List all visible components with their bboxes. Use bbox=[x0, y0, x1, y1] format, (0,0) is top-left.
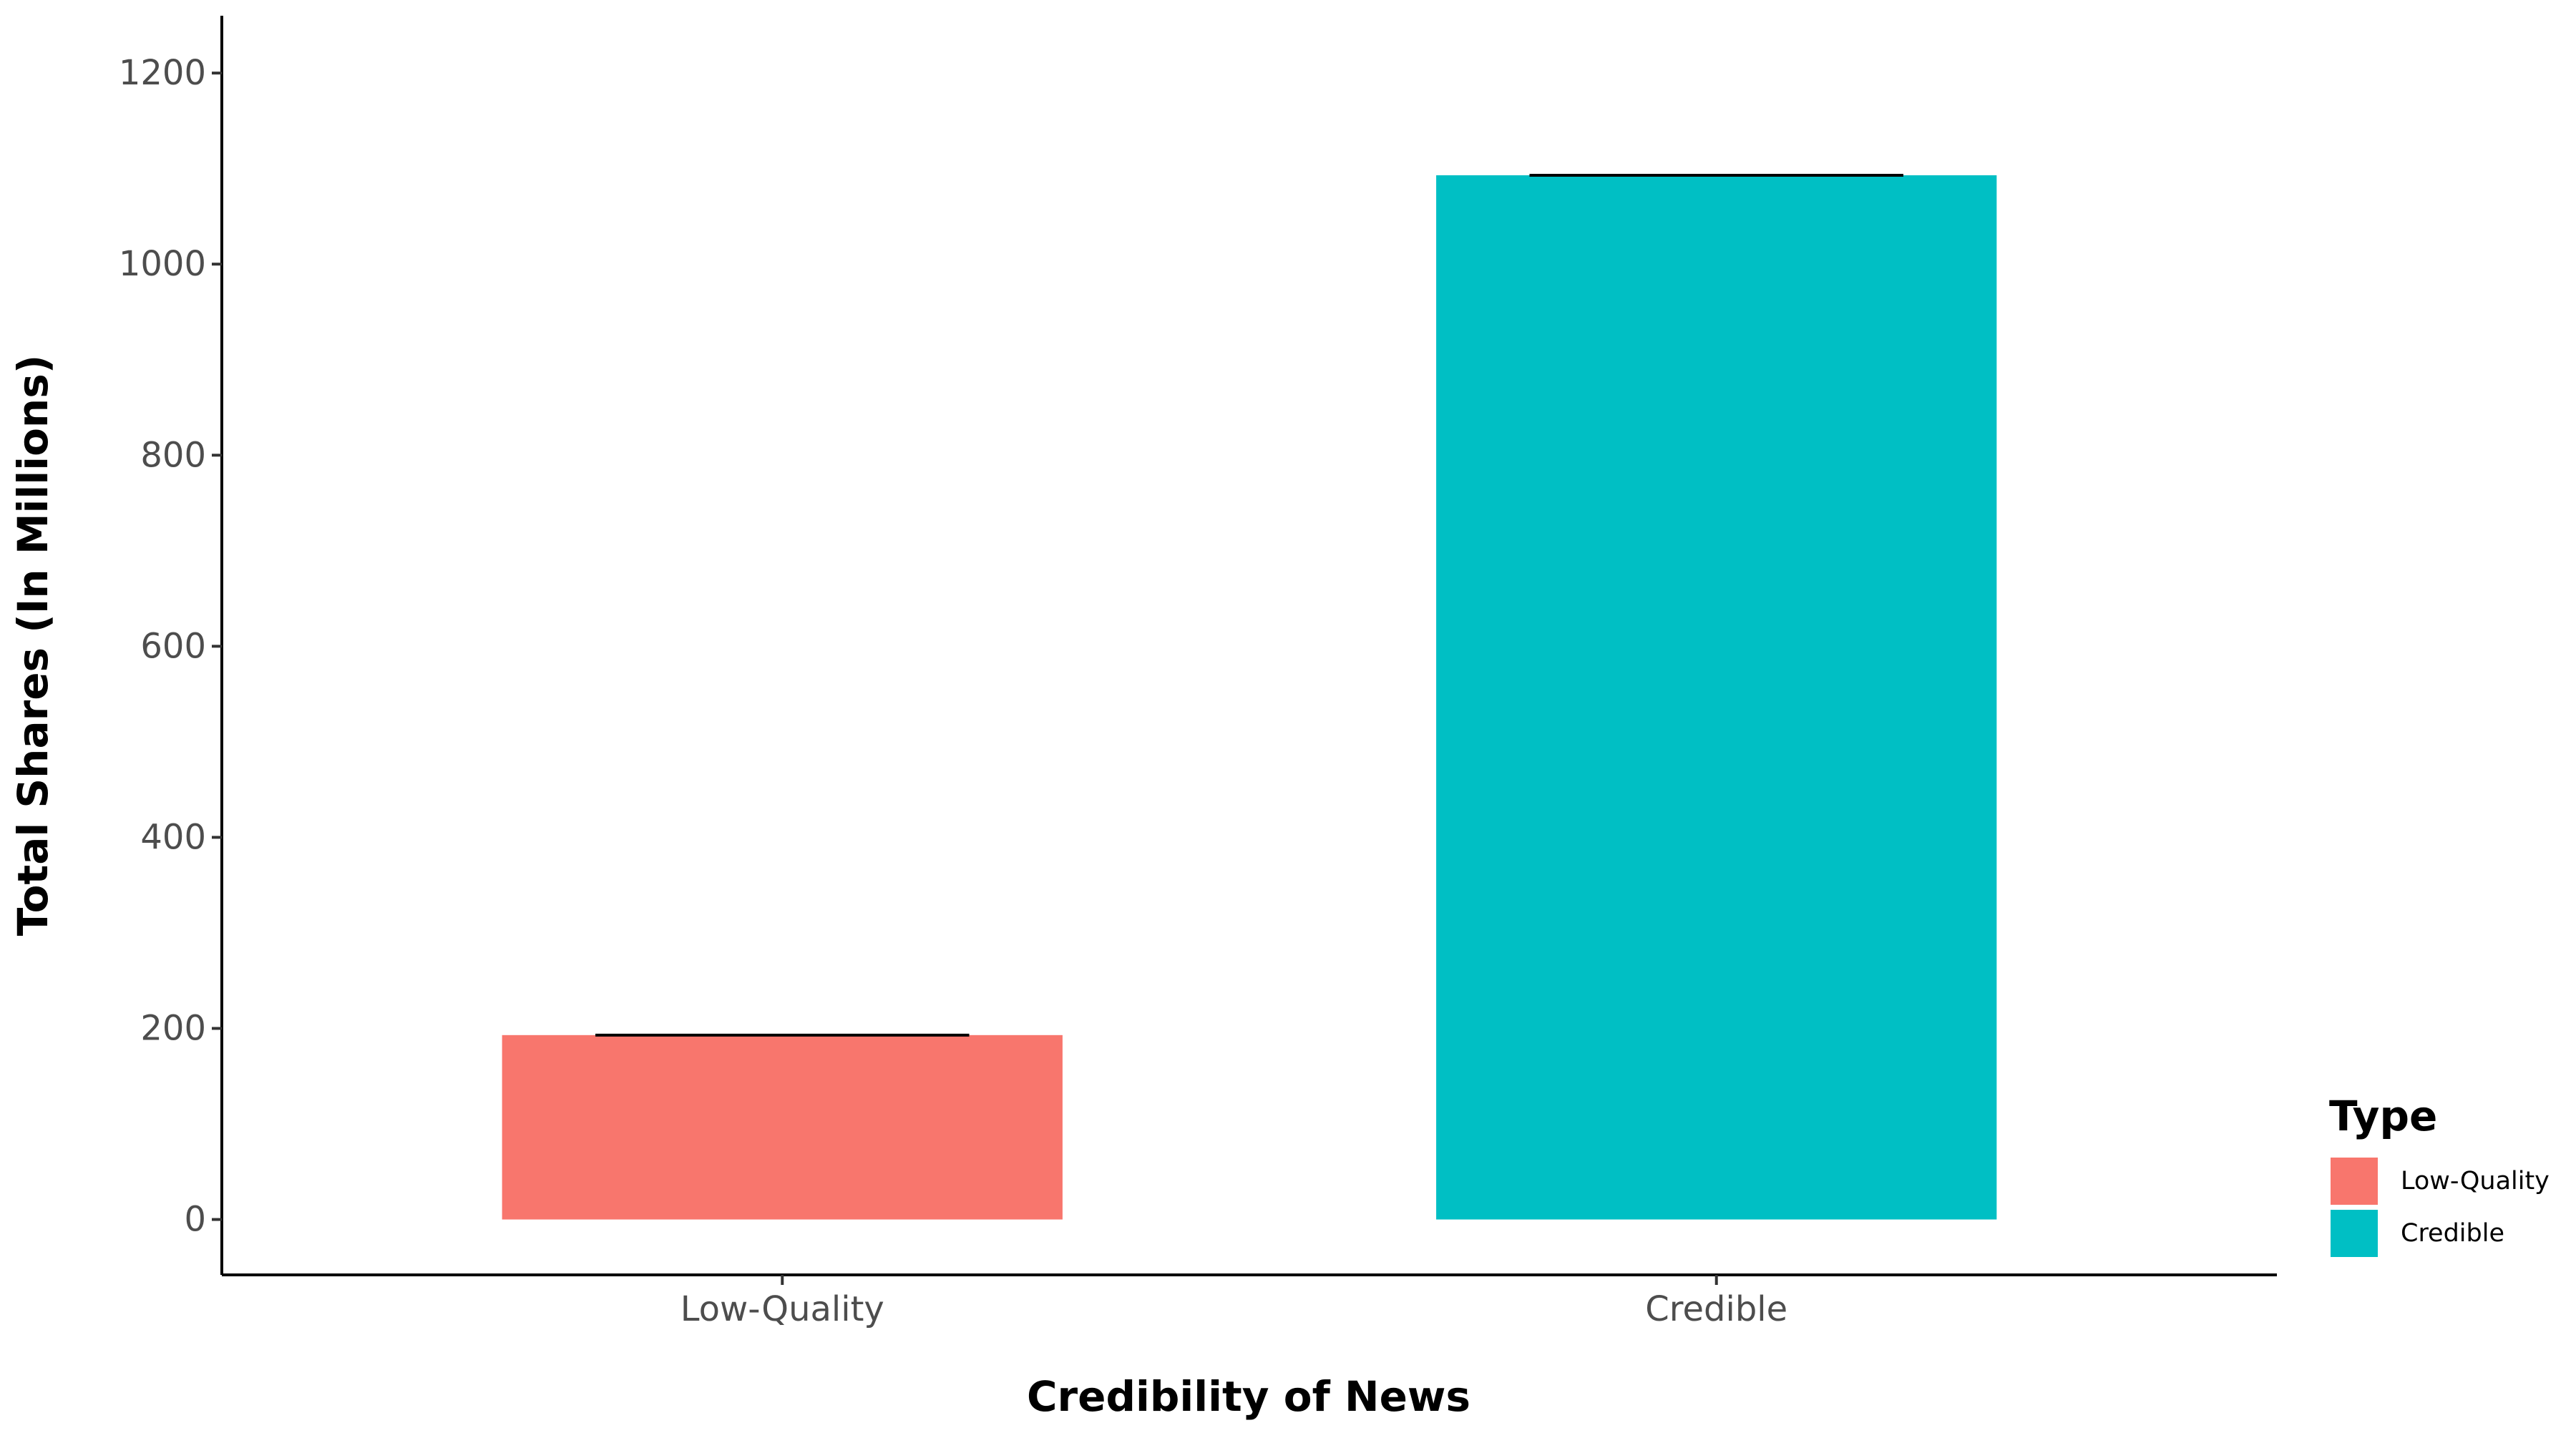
legend-entries: Low-Quality Credible bbox=[2331, 1158, 2550, 1257]
bars-layer bbox=[502, 175, 1997, 1220]
y-tick-label: 200 bbox=[140, 1008, 206, 1048]
legend-key bbox=[2331, 1210, 2378, 1257]
x-tick-label: Credible bbox=[1645, 1289, 1787, 1329]
bar-low-quality bbox=[502, 1035, 1063, 1220]
legend-label: Low-Quality bbox=[2401, 1167, 2550, 1195]
legend-title: Type bbox=[2329, 1092, 2437, 1140]
y-tick-label: 1200 bbox=[119, 53, 206, 93]
error-bars-layer bbox=[595, 174, 1903, 1037]
legend-key bbox=[2331, 1158, 2378, 1205]
y-ticks: 0 200 400 600 800 1000 1200 bbox=[119, 53, 222, 1240]
legend-label: Credible bbox=[2401, 1219, 2504, 1248]
y-axis-title: Total Shares (In Millions) bbox=[9, 355, 57, 936]
bar-credible bbox=[1436, 175, 1997, 1220]
y-tick-label: 400 bbox=[140, 817, 206, 857]
y-tick-label: 1000 bbox=[119, 244, 206, 284]
legend: Type Low-Quality Credible bbox=[2329, 1092, 2550, 1257]
y-tick-label: 0 bbox=[184, 1200, 206, 1240]
x-axis-title: Credibility of News bbox=[1027, 1372, 1470, 1421]
x-tick-label: Low-Quality bbox=[680, 1289, 884, 1329]
x-ticks: Low-Quality Credible bbox=[680, 1275, 1787, 1329]
y-tick-label: 600 bbox=[140, 626, 206, 666]
y-tick-label: 800 bbox=[140, 435, 206, 475]
